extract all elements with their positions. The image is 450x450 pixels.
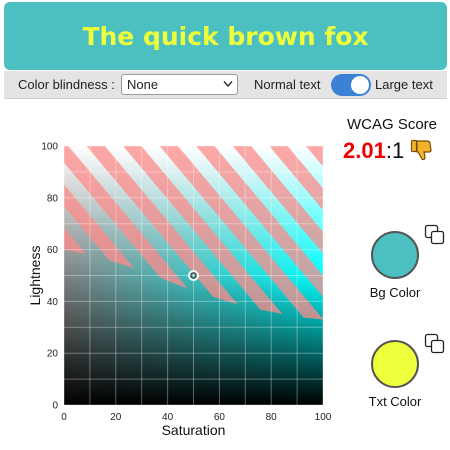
x-tick-label: 40 — [162, 412, 174, 423]
color-blindness-select[interactable]: None — [121, 74, 238, 95]
x-tick-label: 20 — [110, 412, 122, 423]
copy-bg-color-icon[interactable] — [424, 224, 446, 246]
wcag-score: 2.01:1 — [343, 138, 434, 164]
y-tick-label: 40 — [47, 297, 59, 308]
score-value: 2.01 — [343, 138, 386, 163]
x-tick-label: 80 — [266, 412, 278, 423]
toolbar: Color blindness : None Normal text Large… — [4, 71, 447, 99]
bg-color-swatch[interactable] — [371, 231, 419, 279]
preview-text: The quick brown fox — [82, 21, 369, 51]
color-blindness-value: None — [127, 77, 159, 92]
selected-color-marker-ring — [190, 272, 197, 279]
y-tick-label: 100 — [41, 142, 58, 153]
color-blindness-label: Color blindness : — [18, 77, 115, 92]
preview-banner: The quick brown fox — [4, 2, 447, 70]
x-axis-label: Saturation — [162, 422, 226, 438]
chevron-down-icon — [223, 81, 233, 88]
selected-color-marker[interactable] — [188, 270, 199, 281]
y-tick-label: 0 — [52, 401, 58, 412]
toggle-knob — [351, 76, 369, 94]
text-size-toggle[interactable] — [331, 74, 371, 96]
score-suffix: :1 — [385, 138, 405, 163]
contrast-chart: 0 20 40 60 80 100 0 20 40 60 80 100 Saturation Ligh… — [27, 142, 332, 439]
y-axis-label: Lightness — [27, 246, 43, 306]
normal-text-label: Normal text — [254, 77, 321, 92]
x-tick-label: 100 — [315, 412, 332, 423]
grid — [63, 145, 324, 406]
y-tick-label: 60 — [47, 245, 59, 256]
thumbs-down-icon — [411, 139, 432, 161]
y-tick-label: 20 — [47, 349, 59, 360]
copy-txt-color-icon[interactable] — [424, 333, 446, 355]
x-tick-label: 0 — [61, 412, 67, 423]
bg-color-label: Bg Color — [369, 285, 421, 300]
txt-color-label: Txt Color — [368, 394, 422, 409]
txt-color-swatch[interactable] — [371, 340, 419, 388]
y-tick-label: 80 — [47, 193, 59, 204]
wcag-score-title: WCAG Score — [346, 116, 437, 133]
large-text-label: Large text — [375, 77, 433, 92]
x-tick-label: 60 — [214, 412, 226, 423]
axis-ticks: 0 20 40 60 80 100 0 20 40 60 80 100 — [41, 142, 331, 424]
